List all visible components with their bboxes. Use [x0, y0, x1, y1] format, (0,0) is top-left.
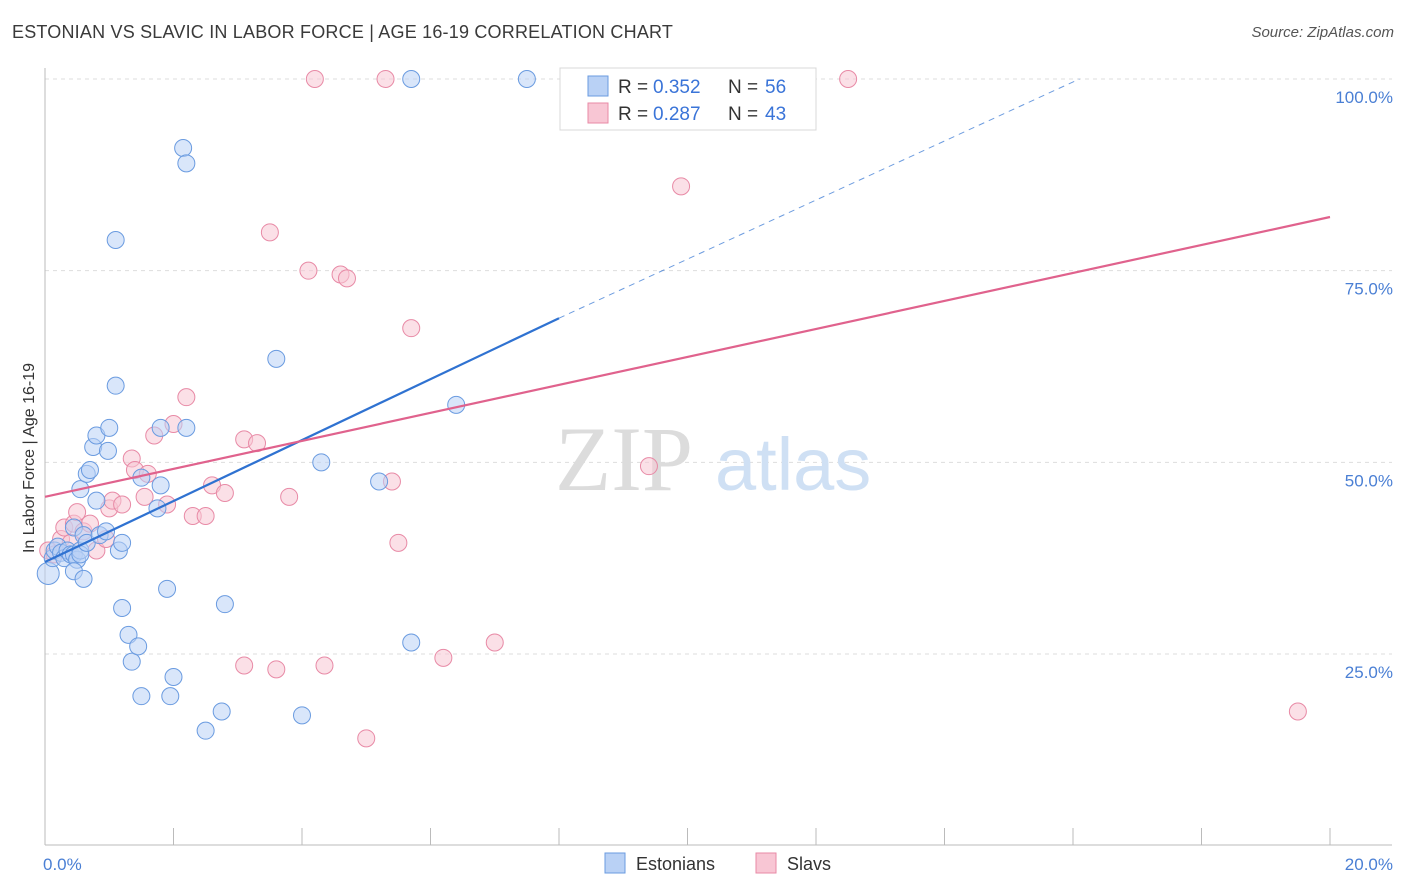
slavs-r-value: 0.287 [653, 104, 701, 125]
estonians-point-39 [158, 579, 177, 598]
slavs-point-40 [305, 70, 324, 88]
series-legend: Estonians Slavs [604, 852, 831, 874]
estonians-point-40 [161, 687, 180, 706]
slavs-point-32 [299, 261, 318, 280]
slavs-point-30 [267, 660, 286, 679]
estonians-point-27 [106, 376, 125, 395]
slavs-point-23 [196, 507, 215, 525]
estonians-swatch [587, 75, 609, 97]
estonians-point-28 [106, 231, 125, 249]
estonians-points [36, 70, 536, 740]
estonians-r-label: R = [618, 77, 648, 98]
source-label: Source: ZipAtlas.com [1251, 24, 1394, 41]
legend-slavs-swatch [755, 852, 777, 874]
estonians-point-26 [100, 418, 119, 437]
slavs-trend-line [44, 215, 1331, 498]
estonians-trend-extension [558, 78, 1080, 319]
slavs-point-39 [402, 319, 421, 338]
estonians-point-44 [174, 139, 193, 157]
slavs-point-41 [376, 70, 395, 88]
estonians-point-32 [119, 625, 138, 644]
estonians-n-value: 56 [765, 77, 786, 98]
slavs-points [39, 70, 1307, 748]
slavs-point-21 [177, 388, 196, 407]
y-axis-label: In Labor Force | Age 16-19 [21, 363, 38, 553]
stats-legend: R = 0.352 N = 56 R = 0.287 N = 43 [559, 67, 817, 131]
estonians-point-46 [196, 721, 215, 740]
y-tick-label-0: 25.0% [1345, 663, 1393, 682]
slavs-n-value: 43 [765, 104, 786, 125]
y-tick-label-3: 100.0% [1335, 88, 1393, 107]
slavs-point-36 [357, 729, 376, 748]
legend-estonians-swatch [604, 852, 626, 874]
slavs-point-33 [315, 656, 334, 675]
watermark-zip: ZIP [555, 408, 693, 510]
legend-estonians-label: Estonians [636, 854, 715, 874]
slavs-point-35 [337, 269, 356, 288]
x-tick-marks [44, 828, 1331, 845]
slavs-point-45 [672, 177, 691, 196]
slavs-swatch [587, 102, 609, 124]
estonians-point-55 [517, 70, 536, 88]
estonians-point-22 [87, 491, 106, 510]
estonians-point-41 [164, 668, 183, 686]
slavs-point-42 [434, 648, 453, 667]
trend-lines [44, 78, 1331, 563]
estonians-point-54 [402, 70, 421, 88]
slavs-point-38 [389, 533, 408, 552]
estonians-point-49 [267, 349, 286, 368]
estonians-point-43 [177, 418, 196, 437]
estonians-point-56 [447, 395, 466, 414]
slavs-r-label: R = [618, 104, 648, 125]
estonians-point-33 [122, 652, 141, 671]
chart-title: ESTONIAN VS SLAVIC IN LABOR FORCE | AGE … [12, 22, 674, 42]
slavs-point-16 [135, 487, 154, 506]
slavs-n-label: N = [728, 104, 758, 125]
estonians-point-30 [113, 533, 132, 552]
slavs-point-46 [839, 70, 858, 88]
estonians-point-34 [129, 637, 148, 656]
estonians-point-35 [132, 687, 151, 706]
estonians-point-13 [74, 569, 93, 588]
y-tick-labels: 25.0% 50.0% 75.0% 100.0% [1335, 88, 1393, 682]
estonians-point-52 [370, 472, 389, 491]
slavs-point-29 [260, 223, 279, 242]
estonians-point-42 [151, 418, 170, 437]
watermark-atlas: atlas [715, 423, 871, 506]
slavs-point-26 [235, 656, 254, 675]
estonians-r-value: 0.352 [653, 77, 701, 98]
slavs-point-31 [280, 487, 299, 506]
estonians-point-48 [215, 595, 234, 614]
estonians-point-50 [293, 706, 311, 725]
estonians-n-label: N = [728, 77, 758, 98]
estonians-point-31 [113, 599, 132, 617]
grid-lines [45, 78, 1392, 655]
slavs-point-13 [113, 495, 132, 514]
slavs-point-47 [1288, 702, 1307, 721]
legend-slavs-label: Slavs [787, 854, 831, 874]
slavs-point-44 [639, 457, 658, 476]
slavs-point-43 [485, 633, 504, 652]
estonians-point-51 [312, 453, 331, 472]
estonians-point-38 [151, 476, 170, 495]
y-tick-label-1: 50.0% [1345, 471, 1393, 490]
estonians-point-53 [402, 633, 421, 652]
x-tick-label-1: 20.0% [1345, 855, 1393, 874]
x-tick-label-0: 0.0% [43, 855, 82, 874]
estonians-point-47 [212, 702, 231, 721]
x-tick-labels: 0.0% 20.0% [43, 855, 1393, 874]
estonians-point-19 [80, 461, 99, 479]
estonians-point-25 [98, 441, 117, 460]
slavs-point-25 [215, 484, 234, 502]
y-tick-label-2: 75.0% [1345, 280, 1393, 299]
estonians-point-45 [177, 154, 196, 173]
